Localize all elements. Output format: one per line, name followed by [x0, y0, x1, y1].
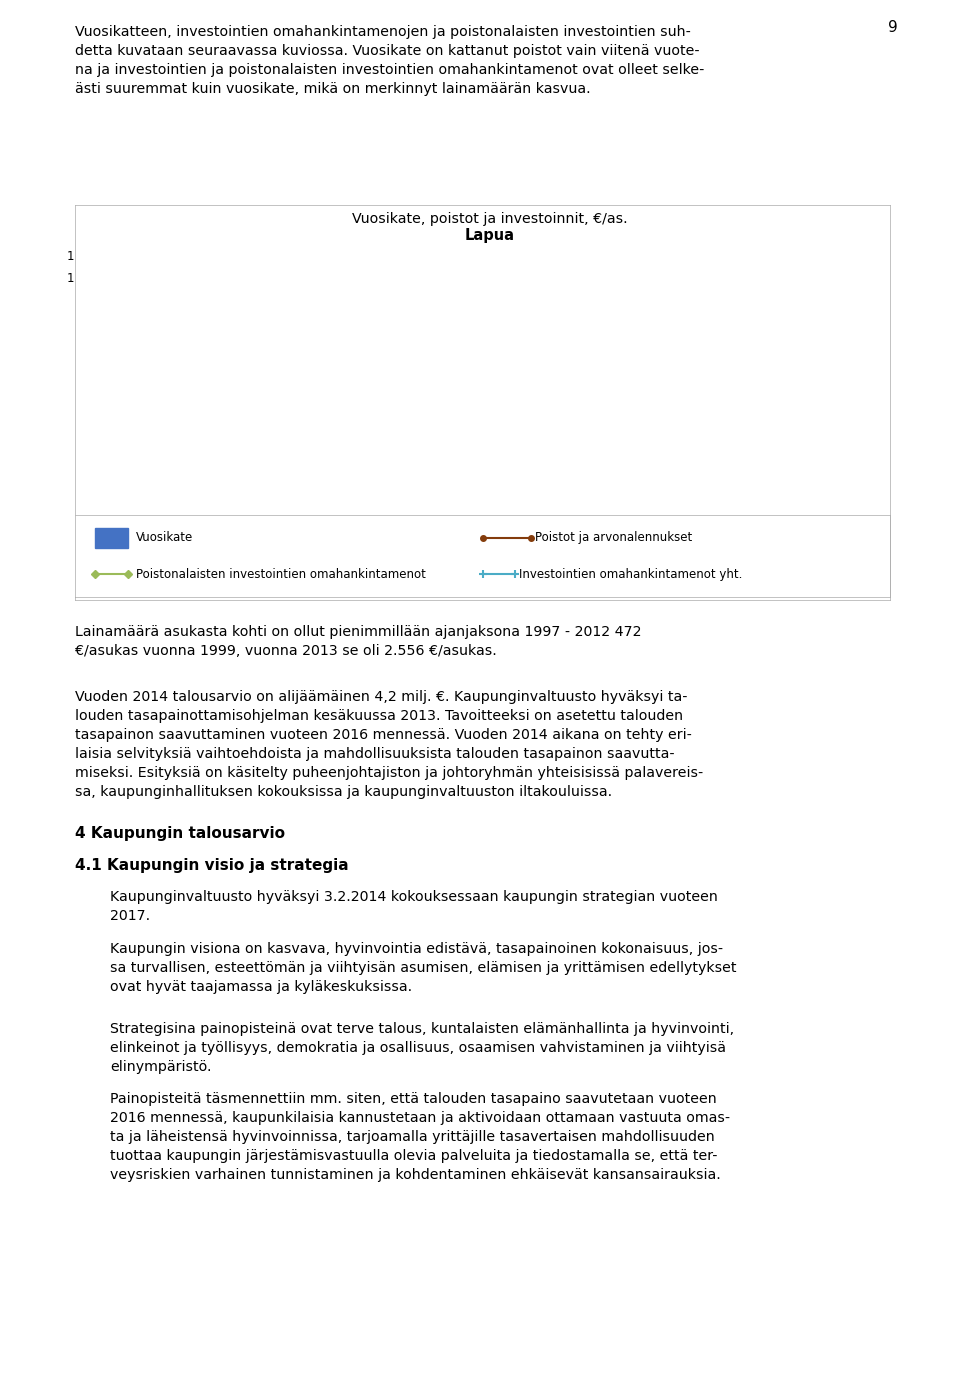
Bar [667, 405, 698, 495]
Bar [173, 463, 203, 495]
Bar [722, 452, 753, 495]
Text: 4 Kaupungin talousarvio: 4 Kaupungin talousarvio [75, 826, 285, 842]
Bar [778, 459, 807, 495]
Text: Strategisina painopisteinä ovat terve talous, kuntalaisten elämänhallinta ja hyv: Strategisina painopisteinä ovat terve ta… [110, 1022, 734, 1074]
Text: Poistonalaisten investointien omahankintamenot: Poistonalaisten investointien omahankint… [136, 568, 426, 580]
Text: Painopisteitä täsmennettiin mm. siten, että talouden tasapaino saavutetaan vuote: Painopisteitä täsmennettiin mm. siten, e… [110, 1092, 731, 1181]
Text: Kaupungin visiona on kasvava, hyvinvointia edistävä, tasapainoinen kokonaisuus, : Kaupungin visiona on kasvava, hyvinvoint… [110, 942, 737, 994]
Bar [228, 418, 257, 495]
Text: Vuoden 2014 talousarvio on alijäämäinen 4,2 milj. €. Kaupunginvaltuusto hyväksyi: Vuoden 2014 talousarvio on alijäämäinen … [75, 691, 703, 798]
Text: Lainamäärä asukasta kohti on ollut pienimmillään ajanjaksona 1997 - 2012 472
€/a: Lainamäärä asukasta kohti on ollut pieni… [75, 625, 641, 658]
Bar [337, 463, 368, 495]
Bar [832, 452, 863, 495]
FancyArrow shape [95, 527, 128, 548]
Text: Vuosikate, poistot ja investoinnit, €/as.: Vuosikate, poistot ja investoinnit, €/as… [351, 212, 628, 226]
Bar [558, 408, 588, 495]
Bar [282, 449, 313, 495]
Bar [447, 466, 478, 495]
Text: 4.1 Kaupungin visio ja strategia: 4.1 Kaupungin visio ja strategia [75, 858, 348, 872]
Text: Investointien omahankintamenot yht.: Investointien omahankintamenot yht. [519, 568, 742, 580]
Text: Vuosikatteen, investointien omahankintamenojen ja poistonalaisten investointien : Vuosikatteen, investointien omahankintam… [75, 25, 705, 96]
Bar [612, 424, 642, 495]
Text: Vuosikate: Vuosikate [136, 531, 193, 544]
Bar [393, 461, 422, 495]
Text: Lapua: Lapua [465, 228, 515, 243]
Text: Kaupunginvaltuusto hyväksyi 3.2.2014 kokouksessaan kaupungin strategian vuoteen
: Kaupunginvaltuusto hyväksyi 3.2.2014 kok… [110, 891, 718, 923]
Bar [117, 456, 148, 495]
Bar [502, 453, 533, 495]
Text: Poistot ja arvonalennukset: Poistot ja arvonalennukset [536, 531, 693, 544]
Text: 9: 9 [888, 20, 898, 35]
